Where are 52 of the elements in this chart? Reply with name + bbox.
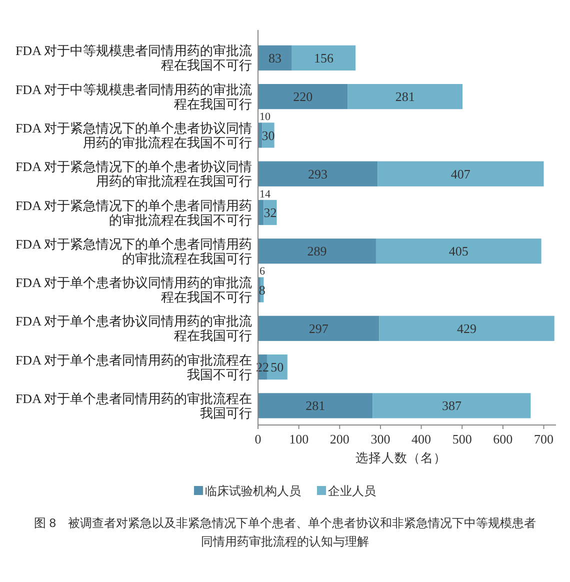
legend-label: 企业人员: [328, 484, 376, 498]
x-tick-label: 100: [289, 432, 309, 447]
bar: [258, 45, 292, 70]
data-label: 407: [450, 166, 471, 182]
y-tick-label: FDA 对于单个患者同情用药的审批流程在我国不可行: [15, 352, 252, 382]
y-tick-label: FDA 对于单个患者同情用药的审批流程在我国可行: [15, 390, 252, 420]
x-tick-label: 400: [412, 432, 432, 447]
data-label: 281: [395, 89, 415, 104]
x-tick-label: 300: [370, 432, 390, 447]
x-tick-label: 200: [330, 432, 350, 447]
y-tick-label: FDA 对于紧急情况下的单个患者协议同情用药的审批流程在我国可行: [15, 159, 252, 189]
data-label: 289: [307, 244, 327, 259]
data-label: 281: [306, 398, 326, 414]
bar: [258, 84, 348, 110]
y-tick-label: FDA 对于紧急情况下的单个患者同情用药的审批流程在我国可行: [15, 236, 252, 266]
y-tick-label: FDA 对于单个患者协议同情用药的审批流程在我国可行: [15, 314, 252, 344]
bar: [258, 161, 378, 186]
data-label: 156: [314, 50, 334, 66]
y-tick-label: FDA 对于紧急情况下的单个患者协议同情用药的审批流程在我国不可行: [15, 120, 252, 150]
bar: [292, 45, 356, 70]
data-label: 429: [457, 320, 477, 336]
y-tick-label: FDA 对于紧急情况下的单个患者同情用药的审批流程在我国不可行: [15, 198, 252, 228]
bar: [376, 238, 542, 264]
bar: [372, 393, 531, 418]
legend-label: 临床试验机构人员: [205, 484, 301, 498]
x-axis-title: 选择人数（名）: [355, 451, 446, 465]
data-label: 14: [260, 188, 271, 200]
data-label: 387: [442, 398, 462, 414]
data-label: 30: [262, 128, 275, 143]
data-label: 293: [308, 166, 328, 182]
y-tick-label: FDA 对于中等规模患者同情用药的审批流程在我国可行: [15, 82, 252, 112]
data-label: 405: [448, 244, 468, 259]
x-tick-label: 0: [254, 432, 262, 447]
data-label: 50: [270, 360, 284, 375]
caption: 图 8 被调查者对紧急以及非紧急情况下单个患者、单个患者协议和非紧急情况下中等规模患者同情用药审批流程的认知与理解: [34, 516, 536, 548]
data-label: 6: [260, 266, 266, 278]
data-label: 10: [260, 111, 271, 124]
bar: [379, 316, 554, 341]
data-label: 83: [268, 50, 282, 66]
data-label: 220: [293, 89, 313, 104]
x-tick-label: 500: [452, 432, 472, 447]
data-label: 32: [264, 205, 277, 220]
y-tick-label: FDA 对于单个患者协议同情用药的审批流程在我国不可行: [15, 275, 252, 305]
bar: [258, 238, 376, 264]
data-label: 297: [308, 320, 329, 336]
bar: [348, 84, 463, 110]
x-tick-label: 600: [493, 432, 513, 447]
y-tick-label: FDA 对于中等规模患者同情用药的审批流程在我国不可行: [15, 43, 252, 73]
bar: [258, 316, 380, 341]
bar: [258, 393, 373, 418]
x-tick-label: 700: [534, 432, 554, 447]
bar: [378, 161, 544, 186]
